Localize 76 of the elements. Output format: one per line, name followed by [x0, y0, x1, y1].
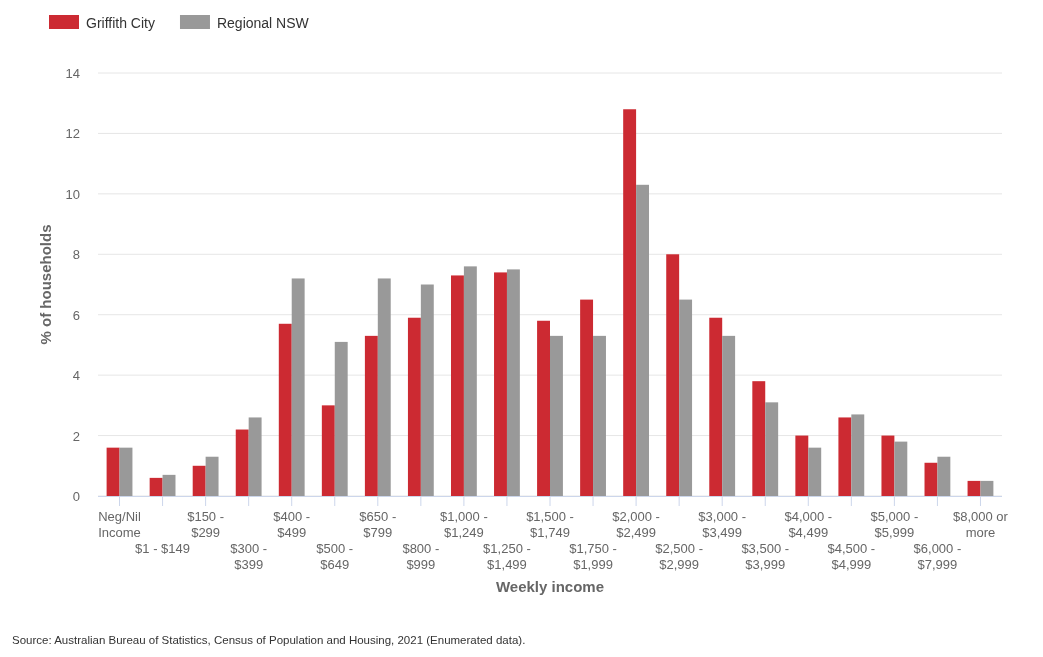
bar — [537, 320, 550, 496]
x-tick-label: $4,500 - $4,999 — [827, 541, 876, 572]
bar — [980, 480, 994, 496]
x-tick-label: $4,000 - $4,499 — [784, 509, 833, 540]
y-tick-label: 6 — [72, 307, 80, 323]
y-tick-label: 14 — [65, 66, 80, 81]
x-tick-label: $5,000 - $5,999 — [870, 509, 919, 540]
x-tick-label: $6,000 - $7,999 — [913, 541, 962, 572]
bar — [149, 477, 163, 496]
x-tick-label: $8,000 or more — [953, 509, 1009, 540]
x-tick-label: $650 - $799 — [359, 509, 397, 540]
x-tick-label: $1,000 - $1,249 — [440, 509, 488, 540]
bar — [334, 341, 348, 496]
bar — [420, 284, 434, 496]
x-tick-label: Neg/Nil Income — [98, 509, 141, 540]
bar — [636, 184, 650, 496]
bar — [321, 405, 335, 496]
x-tick-label: $2,500 - $2,999 — [655, 541, 703, 572]
bar — [106, 447, 120, 496]
bar — [881, 435, 895, 496]
bar — [550, 335, 563, 496]
bar — [795, 435, 809, 496]
x-tick-label: $1,250 - $1,499 — [483, 541, 531, 572]
bar — [248, 417, 262, 496]
x-tick-label: $300 - $399 — [230, 541, 268, 572]
x-tick-label: $150 - $299 — [187, 509, 225, 540]
bar — [278, 323, 292, 496]
bar — [450, 275, 464, 496]
bar — [119, 447, 133, 496]
bar — [709, 317, 723, 496]
bar — [623, 109, 637, 496]
bar — [808, 447, 822, 496]
x-tick-label: $3,500 - $3,999 — [741, 541, 790, 572]
bar — [580, 299, 594, 496]
legend-label: Regional NSW — [216, 15, 310, 31]
legend-label: Griffith City — [86, 15, 155, 31]
source-note: Source: Australian Bureau of Statistics, Census of Population and Housing, 2021 (Enumerated data). — [12, 634, 526, 646]
bar — [235, 429, 249, 496]
bar — [291, 278, 305, 496]
bar — [894, 441, 908, 496]
x-tick-label: $1,500 - $1,749 — [526, 509, 574, 540]
bar — [679, 299, 693, 496]
x-tick-label: $1 - $149 — [135, 541, 191, 556]
bar — [205, 456, 219, 496]
x-tick-label: $500 - $649 — [316, 541, 354, 572]
x-tick-label: $800 - $999 — [402, 541, 440, 572]
x-tick-label: $2,000 - $2,499 — [612, 509, 660, 540]
bar — [463, 266, 477, 496]
bar — [752, 381, 766, 496]
bar — [494, 272, 507, 496]
x-axis-title: Weekly income — [495, 578, 605, 595]
y-axis-title: % of households — [37, 224, 54, 345]
bar — [666, 254, 680, 496]
bar — [162, 474, 176, 496]
bar — [838, 417, 852, 496]
y-tick-label: 10 — [65, 186, 80, 202]
y-tick-label: 2 — [72, 428, 80, 444]
x-tick-label: $1,750 - $1,999 — [569, 541, 617, 572]
y-tick-label: 8 — [72, 247, 80, 263]
x-tick-label: $400 - $499 — [273, 509, 311, 540]
bar — [967, 480, 981, 496]
bar — [364, 335, 378, 496]
x-tick-label: $3,000 - $3,499 — [698, 509, 747, 540]
bar — [377, 278, 391, 496]
bar — [851, 414, 865, 496]
bar — [506, 269, 520, 496]
bar — [722, 335, 736, 496]
bar — [593, 335, 606, 496]
bar — [407, 317, 421, 496]
bar — [192, 465, 206, 496]
bar — [937, 456, 951, 496]
y-tick-label: 4 — [72, 368, 80, 384]
y-tick-label: 12 — [65, 126, 80, 142]
bar — [924, 462, 938, 496]
bar — [765, 402, 779, 496]
y-tick-label: 0 — [72, 489, 80, 504]
